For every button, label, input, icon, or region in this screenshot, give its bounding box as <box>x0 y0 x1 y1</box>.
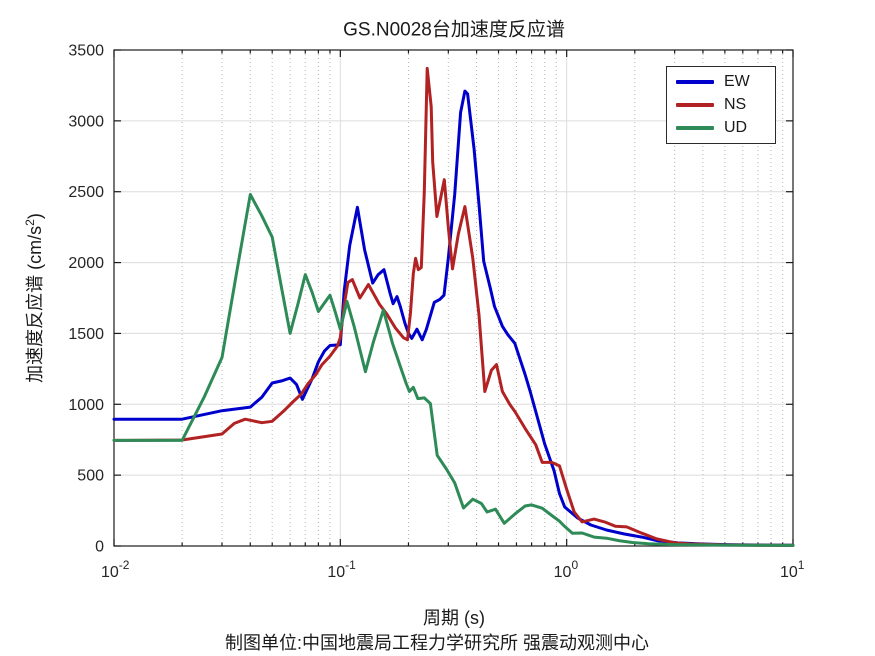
legend-label-ud: UD <box>724 118 748 136</box>
chart-title: GS.N0028台加速度反应谱 <box>343 19 565 41</box>
y-tick-label: 2000 <box>68 255 104 272</box>
y-tick-label: 2500 <box>68 184 104 201</box>
grid-horizontal <box>114 120 793 476</box>
legend-entry-ud: UD <box>667 117 775 139</box>
footer-attribution: 制图单位:中国地震局工程力学研究所 强震动观测中心 <box>225 633 649 653</box>
legend-line-ud <box>676 125 714 130</box>
x-tick-label: 101 <box>780 558 805 581</box>
y-tick-label: 0 <box>95 539 104 556</box>
legend-entry-ns: NS <box>667 94 775 116</box>
x-axis-label: 周期 (s) <box>423 608 485 628</box>
y-axis-label-sup: 2 <box>23 219 37 226</box>
x-tick-label: 10-2 <box>101 558 130 581</box>
legend-entry-ew: EW <box>667 71 775 93</box>
y-axis-label: 加速度反应谱 (cm/s2) <box>21 213 47 383</box>
y-tick-label: 3000 <box>68 113 104 130</box>
y-tick-label: 500 <box>77 468 104 485</box>
x-tick-label: 10-1 <box>327 558 356 581</box>
series-line-ew <box>112 89 795 547</box>
legend-label-ns: NS <box>724 95 747 113</box>
series-line-ud <box>112 193 795 547</box>
x-tick-labels: 10-2 10-1 100 101 <box>101 558 805 581</box>
y-tick-label: 1000 <box>68 397 104 414</box>
legend: EW NS UD <box>666 66 776 144</box>
y-axis-label-close: ) <box>25 213 45 220</box>
legend-line-ew <box>676 80 714 85</box>
x-tick-label: 100 <box>554 558 579 581</box>
legend-line-ns <box>676 102 714 107</box>
axis-box <box>113 49 794 547</box>
y-tick-label: 3500 <box>68 43 104 60</box>
legend-label-ew: EW <box>724 73 750 91</box>
series-line-ns <box>112 66 795 547</box>
y-tick-labels: 0 500 1000 1500 2000 2500 3000 3500 <box>68 43 104 556</box>
y-tick-label: 1500 <box>68 326 104 343</box>
y-axis-label-text: 加速度反应谱 (cm/s <box>25 225 45 383</box>
